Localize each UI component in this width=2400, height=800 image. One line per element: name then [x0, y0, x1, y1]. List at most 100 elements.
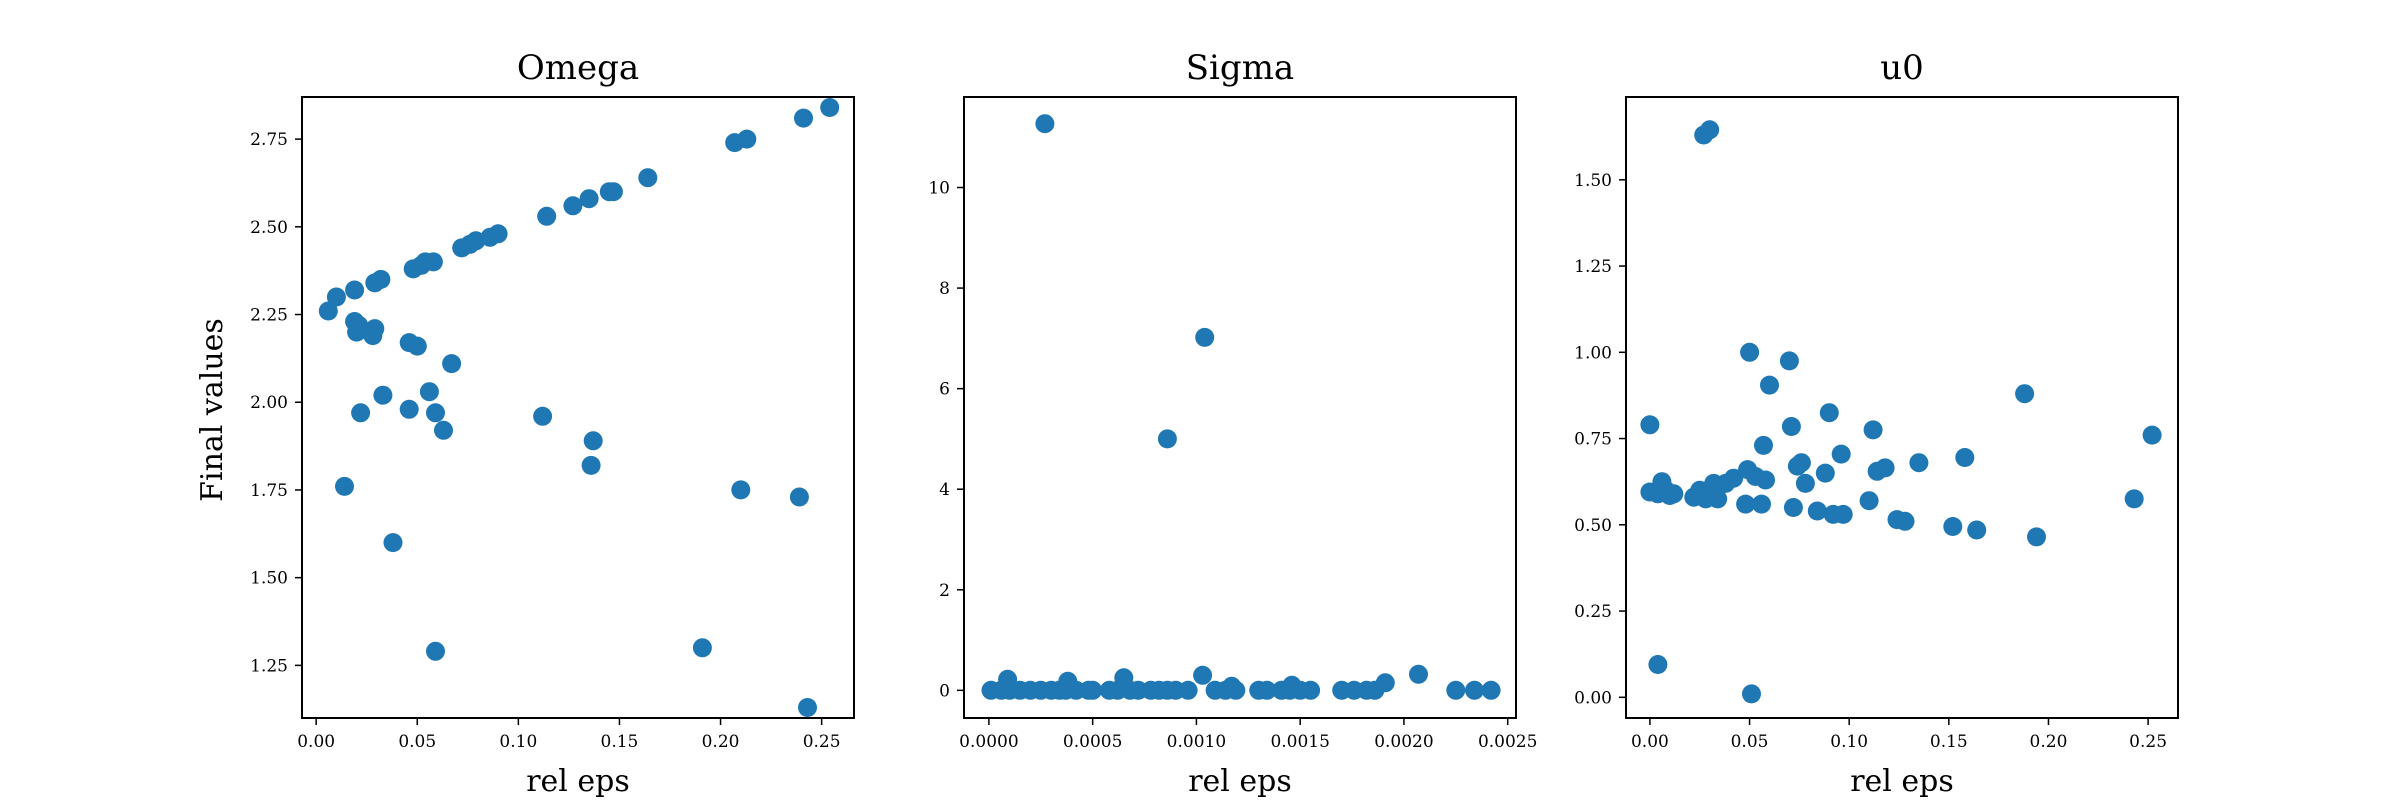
omega-point	[537, 206, 557, 226]
sigma-point	[1178, 680, 1198, 700]
u0-point	[1724, 468, 1744, 488]
u0-x-tick-label: 0.15	[1930, 732, 1968, 752]
u0-y-tick-label: 1.00	[1574, 343, 1612, 363]
u0-point	[1736, 494, 1756, 514]
u0-point	[1740, 342, 1760, 362]
omega-point	[488, 224, 508, 244]
u0-point	[1795, 473, 1815, 493]
sigma-x-tick-label: 0.0010	[1167, 732, 1226, 752]
sigma-point	[1301, 680, 1321, 700]
omega-y-tick-label: 1.75	[250, 481, 288, 501]
omega-point	[365, 319, 385, 339]
u0-panel: 0.00 0.05 0.10 0.15 0.20 0.25 0.00 0.25 0.50 0.75…	[1574, 48, 2179, 799]
u0-x-tick-label: 0.25	[2129, 732, 2167, 752]
u0-point	[1760, 375, 1779, 395]
omega-point	[533, 406, 553, 426]
u0-y-tick-label: 1.50	[1574, 171, 1612, 191]
u0-point	[1833, 504, 1853, 524]
sigma-y-tick-label: 6	[939, 380, 950, 400]
u0-point	[1738, 460, 1758, 480]
omega-point	[383, 533, 403, 553]
u0-point	[1895, 511, 1915, 531]
omega-point	[373, 385, 393, 405]
omega-x-tick-label: 0.05	[398, 732, 436, 752]
u0-point	[1781, 417, 1801, 436]
omega-point	[442, 354, 462, 374]
u0-point	[1783, 498, 1803, 517]
sigma-point	[1257, 680, 1277, 700]
omega-point	[345, 280, 365, 300]
omega-point	[419, 382, 439, 402]
u0-point	[1640, 415, 1660, 435]
omega-x-tick-label: 0.10	[499, 732, 537, 752]
sigma-panel: 0.0000 0.0005 0.0010 0.0015 0.0020 0.0025 0 2 4 6…	[928, 48, 1537, 799]
u0-point	[2027, 527, 2046, 547]
omega-point	[434, 420, 453, 440]
sigma-point	[1035, 114, 1055, 134]
omega-x-tick-label: 0.25	[803, 732, 841, 752]
u0-y-tick-label: 0.50	[1574, 516, 1612, 536]
omega-point	[326, 287, 346, 307]
u0-y-tick-label: 0.00	[1574, 688, 1612, 708]
omega-point	[638, 168, 658, 188]
u0-point	[1700, 120, 1720, 140]
sigma-title: Sigma	[1186, 48, 1294, 88]
omega-axes-frame	[301, 96, 855, 719]
u0-point	[2124, 489, 2144, 509]
sigma-point	[998, 669, 1018, 689]
omega-title: Omega	[517, 48, 639, 88]
omega-point	[426, 403, 445, 423]
omega-point	[692, 638, 712, 658]
u0-y-tick-label: 0.75	[1574, 430, 1612, 450]
omega-point	[349, 315, 369, 335]
omega-point	[581, 455, 601, 475]
u0-point	[1943, 517, 1963, 536]
omega-y-tick-label: 1.25	[250, 656, 288, 676]
omega-point	[563, 196, 583, 216]
omega-point	[583, 431, 603, 451]
omega-point	[407, 336, 427, 356]
sigma-point	[1465, 680, 1484, 700]
omega-panel: 0.00 0.05 0.10 0.15 0.20 0.25 1.25 1.50 1.75 2.00…	[250, 48, 855, 799]
omega-point	[820, 98, 840, 117]
sigma-x-tick-label: 0.0000	[959, 732, 1018, 752]
u0-x-axis-label: rel eps	[1850, 764, 1954, 799]
omega-y-tick-label: 2.50	[250, 218, 288, 238]
sigma-point	[1446, 680, 1466, 700]
u0-point	[1819, 403, 1839, 423]
u0-point	[1859, 491, 1879, 511]
sigma-y-tick-label: 0	[939, 681, 950, 701]
omega-point	[351, 403, 371, 423]
omega-y-tick-label: 2.75	[250, 130, 288, 150]
omega-point	[789, 487, 809, 507]
u0-point	[1875, 458, 1895, 478]
sigma-x-tick-label: 0.0025	[1478, 732, 1537, 752]
omega-y-tick-label: 1.50	[250, 569, 288, 589]
u0-y-tick-label: 0.25	[1574, 602, 1612, 622]
u0-point	[2015, 384, 2035, 404]
omega-y-tick-label: 2.25	[250, 306, 288, 326]
sigma-point	[1282, 675, 1302, 695]
omega-x-tick-label: 0.20	[702, 732, 740, 752]
u0-point	[1752, 494, 1771, 514]
sigma-x-axis-label: rel eps	[1188, 764, 1292, 799]
u0-point	[1742, 684, 1761, 704]
sigma-point	[1409, 664, 1428, 684]
u0-point	[1815, 463, 1835, 483]
y-axis-label: Final values	[195, 318, 230, 502]
omega-x-tick-label: 0.00	[297, 732, 335, 752]
u0-x-tick-label: 0.05	[1731, 732, 1769, 752]
u0-point	[1754, 435, 1773, 455]
u0-title: u0	[1880, 48, 1924, 88]
u0-x-tick-label: 0.00	[1631, 732, 1669, 752]
u0-y-tick-label: 1.25	[1574, 257, 1612, 277]
sigma-point	[1083, 680, 1103, 700]
sigma-x-tick-label: 0.0020	[1374, 732, 1433, 752]
omega-point	[335, 476, 354, 496]
u0-point	[1756, 470, 1775, 490]
sigma-point	[1193, 665, 1213, 685]
sigma-point	[1375, 673, 1395, 693]
omega-point	[731, 480, 751, 500]
omega-point	[423, 252, 443, 272]
